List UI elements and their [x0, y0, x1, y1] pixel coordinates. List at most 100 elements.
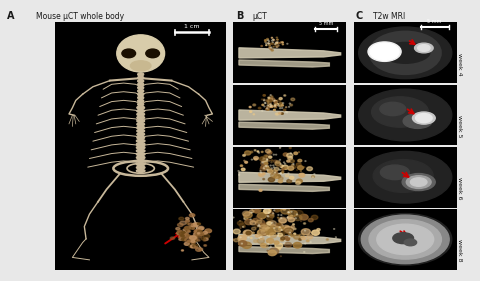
- Ellipse shape: [264, 155, 267, 157]
- Ellipse shape: [136, 139, 144, 142]
- Ellipse shape: [288, 217, 294, 222]
- Ellipse shape: [260, 219, 262, 220]
- Ellipse shape: [268, 99, 271, 101]
- Ellipse shape: [275, 102, 276, 103]
- Ellipse shape: [265, 45, 266, 46]
- Ellipse shape: [244, 151, 250, 155]
- Ellipse shape: [197, 233, 199, 234]
- Ellipse shape: [267, 169, 272, 173]
- Ellipse shape: [243, 230, 252, 236]
- Ellipse shape: [224, 224, 231, 229]
- Ellipse shape: [137, 76, 144, 79]
- Ellipse shape: [277, 217, 278, 218]
- Ellipse shape: [264, 162, 267, 165]
- Ellipse shape: [259, 237, 264, 240]
- Polygon shape: [239, 172, 340, 182]
- Ellipse shape: [271, 168, 272, 169]
- Ellipse shape: [275, 103, 278, 105]
- Ellipse shape: [252, 104, 255, 106]
- Text: μCT: μCT: [252, 12, 267, 21]
- Ellipse shape: [244, 219, 252, 225]
- Ellipse shape: [191, 241, 195, 244]
- Ellipse shape: [263, 209, 270, 214]
- Ellipse shape: [176, 228, 180, 230]
- Ellipse shape: [180, 221, 186, 225]
- Ellipse shape: [243, 217, 247, 220]
- Ellipse shape: [273, 160, 276, 162]
- Ellipse shape: [137, 83, 144, 86]
- Ellipse shape: [266, 106, 270, 108]
- Ellipse shape: [273, 227, 281, 232]
- Ellipse shape: [295, 181, 300, 185]
- Ellipse shape: [270, 246, 271, 247]
- Ellipse shape: [358, 89, 451, 141]
- Ellipse shape: [192, 244, 198, 248]
- Ellipse shape: [292, 166, 296, 168]
- Ellipse shape: [285, 229, 290, 232]
- Ellipse shape: [280, 256, 281, 257]
- Ellipse shape: [177, 230, 182, 233]
- Ellipse shape: [197, 223, 200, 225]
- Ellipse shape: [281, 169, 284, 170]
- Ellipse shape: [278, 177, 283, 180]
- Ellipse shape: [283, 167, 284, 169]
- Ellipse shape: [239, 223, 244, 227]
- Ellipse shape: [262, 159, 267, 162]
- Ellipse shape: [369, 43, 398, 60]
- Ellipse shape: [244, 161, 247, 163]
- Ellipse shape: [274, 100, 276, 102]
- Ellipse shape: [273, 109, 275, 111]
- Ellipse shape: [137, 89, 144, 92]
- Ellipse shape: [278, 98, 282, 100]
- Ellipse shape: [181, 250, 183, 251]
- Ellipse shape: [265, 221, 273, 226]
- Ellipse shape: [290, 230, 291, 231]
- Text: B: B: [235, 11, 242, 21]
- Ellipse shape: [265, 43, 266, 44]
- Ellipse shape: [325, 239, 328, 240]
- Ellipse shape: [263, 100, 264, 101]
- Polygon shape: [239, 110, 340, 120]
- Text: T2w MRI: T2w MRI: [372, 12, 404, 21]
- Ellipse shape: [137, 96, 144, 99]
- Ellipse shape: [268, 209, 271, 211]
- Ellipse shape: [263, 99, 264, 100]
- Text: A: A: [7, 11, 15, 21]
- Ellipse shape: [266, 216, 272, 220]
- Ellipse shape: [265, 155, 268, 157]
- Ellipse shape: [284, 240, 285, 241]
- Ellipse shape: [277, 248, 280, 250]
- Ellipse shape: [276, 207, 282, 211]
- Polygon shape: [239, 184, 329, 191]
- Ellipse shape: [296, 179, 301, 183]
- Ellipse shape: [184, 226, 190, 230]
- Text: 1 cm: 1 cm: [184, 24, 199, 29]
- Ellipse shape: [181, 232, 184, 233]
- Ellipse shape: [269, 233, 276, 238]
- Ellipse shape: [262, 178, 264, 180]
- Ellipse shape: [280, 165, 283, 167]
- Ellipse shape: [271, 37, 272, 38]
- Ellipse shape: [275, 162, 280, 166]
- Ellipse shape: [267, 151, 271, 154]
- Ellipse shape: [293, 235, 300, 239]
- Ellipse shape: [204, 245, 206, 246]
- Ellipse shape: [197, 230, 202, 233]
- Ellipse shape: [275, 107, 276, 108]
- Ellipse shape: [121, 49, 135, 58]
- Ellipse shape: [274, 174, 279, 178]
- Ellipse shape: [267, 97, 269, 98]
- Ellipse shape: [137, 136, 144, 139]
- Ellipse shape: [185, 220, 189, 222]
- Ellipse shape: [268, 221, 276, 226]
- Ellipse shape: [273, 167, 274, 168]
- Ellipse shape: [136, 166, 144, 169]
- Ellipse shape: [216, 246, 218, 248]
- Ellipse shape: [250, 219, 251, 220]
- Ellipse shape: [243, 160, 244, 161]
- Ellipse shape: [282, 42, 283, 43]
- Ellipse shape: [193, 223, 198, 226]
- Ellipse shape: [255, 234, 260, 237]
- Ellipse shape: [304, 230, 305, 231]
- Ellipse shape: [278, 180, 282, 183]
